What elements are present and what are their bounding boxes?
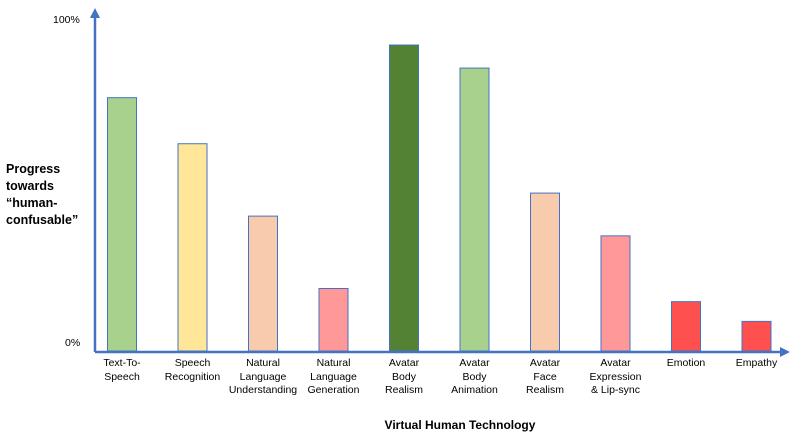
x-tick-label-line: Avatar [388, 357, 420, 369]
y-axis-label: Progress towards “human- confusable” [6, 161, 116, 229]
bar [318, 287, 349, 352]
bar [600, 235, 631, 352]
x-tick-label-line: Realism [385, 384, 423, 396]
x-tick-label-line: Avatar [600, 357, 631, 369]
x-tick-label-line: Speech [104, 370, 140, 383]
x-tick-label-line: Body [392, 370, 416, 383]
x-tick-label-line: Empathy [735, 357, 778, 369]
x-tick-label-line: Animation [451, 384, 498, 396]
y-tick-label-min: 0% [65, 337, 81, 349]
x-tick-label: Avatar Expression & Lip-sync [578, 357, 654, 398]
x-tick-label-line: & Lip-sync [590, 384, 641, 396]
x-tick-label-line: Generation [307, 384, 360, 396]
bar [248, 215, 278, 352]
bar [459, 67, 490, 352]
x-tick-label-line: Speech [174, 357, 211, 369]
x-tick-label-line: Avatar [459, 357, 490, 369]
x-tick-label-line: Language [310, 370, 357, 383]
x-tick-label: Emotion [648, 357, 724, 371]
y-tick-label-max: 100% [53, 14, 80, 26]
x-tick-label: Natural Language Understanding [225, 357, 301, 398]
bar [107, 97, 137, 352]
x-tick-label-line: Emotion [666, 357, 706, 369]
bar [530, 192, 560, 352]
y-axis-label-line: “human- [6, 196, 58, 210]
x-axis-label: Virtual Human Technology [384, 418, 536, 432]
x-tick-label-line: Avatar [529, 357, 561, 369]
x-tick-label: Avatar Body Animation [437, 357, 513, 398]
x-tick-label: Text-To- Speech [84, 357, 160, 384]
x-tick-label: Avatar Face Realism [507, 357, 583, 398]
x-tick-label-line: Face [533, 370, 557, 383]
bar [741, 320, 772, 352]
x-tick-label: Avatar Body Realism [366, 357, 442, 398]
x-tick-label-line: Natural [246, 357, 280, 369]
x-tick-label-line: Realism [526, 384, 564, 396]
x-tick-label-line: Body [462, 370, 487, 383]
y-axis-arrow [90, 8, 100, 18]
x-tick-label-line: Understanding [228, 384, 298, 396]
x-tick-label-line: Natural [316, 357, 351, 369]
x-tick-label-line: Text-To- [103, 357, 141, 369]
x-tick-label-line: Language [239, 370, 287, 383]
bar [389, 44, 419, 352]
bar [671, 301, 701, 352]
x-tick-label-line: Recognition [164, 370, 221, 383]
x-axis-arrow [780, 347, 790, 357]
x-tick-label-line: Expression [589, 370, 642, 383]
y-axis-label-line: Progress [6, 162, 61, 176]
x-tick-label: Speech Recognition [155, 357, 231, 384]
x-tick-label: Empathy [719, 357, 795, 371]
y-axis-label-line: confusable” [6, 213, 79, 227]
y-axis-label-line: towards [6, 179, 54, 193]
x-tick-label: Natural Language Generation [296, 357, 372, 398]
bar [177, 143, 208, 352]
